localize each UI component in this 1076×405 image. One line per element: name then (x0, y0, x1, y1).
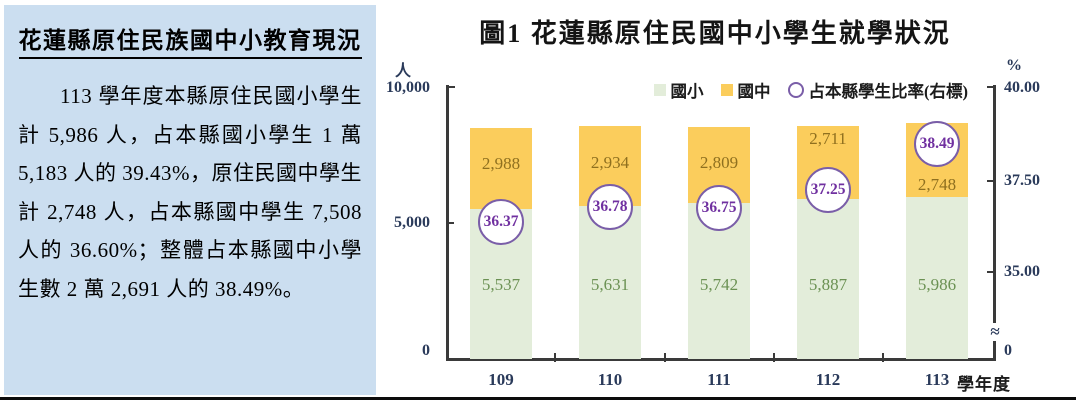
left-axis-top-tick (446, 86, 455, 88)
x-tick-label: 110 (597, 370, 623, 389)
summary-title-text: 花蓮縣原住民族國中小教育現況 (18, 28, 362, 59)
right-tick-3750: 37.50 (1004, 172, 1040, 189)
x-tick-label: 112 (815, 370, 841, 389)
right-axis-35-tick (987, 271, 995, 273)
right-axis-break-mark: ≈ (984, 323, 1006, 341)
bar-elementary-segment (906, 197, 968, 359)
x-tick-label: 113 (924, 370, 950, 389)
chart-legend: 國小 國中 占本縣學生比率(右標) (653, 78, 969, 102)
x-tick-label: 109 (488, 370, 514, 389)
junior-swatch-icon (720, 84, 733, 96)
right-tick-35: 35.00 (1004, 263, 1040, 280)
elementary-value-label: 5,986 (917, 275, 957, 294)
right-axis-unit: % (1006, 57, 1022, 74)
summary-panel: 花蓮縣原住民族國中小教育現況 113 學年度本縣原住民國小學生計 5,986 人… (4, 5, 376, 395)
legend-label-junior: 國中 (737, 82, 771, 101)
bar-elementary-segment (797, 199, 859, 359)
bar-elementary-segment (579, 206, 641, 359)
summary-body: 113 學年度本縣原住民國小學生計 5,986 人，占本縣國小學生 1 萬 5,… (18, 84, 362, 301)
legend-item-rate: 占本縣學生比率(右標) (787, 78, 969, 102)
x-axis-tick-mark (664, 353, 666, 362)
junior-value-label: 2,988 (481, 154, 521, 173)
rate-marker: 37.25 (805, 166, 851, 213)
right-axis-3750-tick (987, 180, 995, 182)
junior-value-label: 2,934 (590, 153, 630, 172)
junior-value-label: 2,809 (699, 153, 739, 172)
left-tick-10000: 10,000 (386, 79, 430, 96)
x-axis-tick-mark (882, 353, 884, 362)
elementary-value-label: 5,537 (481, 275, 521, 294)
right-axis-line (993, 85, 996, 361)
legend-label-rate: 占本縣學生比率(右標) (808, 82, 969, 101)
x-axis-suffix: 學年度 (957, 375, 1011, 394)
junior-value-label: 2,748 (917, 175, 957, 194)
rate-circle-icon (787, 82, 804, 98)
left-tick-0: 0 (422, 342, 430, 359)
elementary-value-label: 5,742 (699, 275, 739, 294)
left-axis-mid-tick (446, 222, 454, 224)
left-axis-unit: 人 (394, 63, 411, 80)
right-axis-top-tick (987, 86, 996, 88)
right-tick-0: 0 (1004, 342, 1012, 359)
x-axis-tick-mark (554, 353, 556, 362)
chart-title: 圖1 花蓮縣原住民國中小學生就學狀況 (479, 19, 951, 48)
bar-junior-segment (470, 128, 532, 209)
right-tick-40: 40.00 (1004, 79, 1040, 96)
left-tick-5000: 5,000 (394, 214, 430, 231)
x-axis-line (446, 358, 996, 361)
rate-marker: 38.49 (914, 121, 960, 168)
summary-title: 花蓮縣原住民族國中小教育現況 (4, 21, 376, 59)
rate-marker: 36.37 (478, 198, 524, 245)
legend-label-elementary: 國小 (670, 82, 704, 101)
elementary-value-label: 5,887 (808, 275, 848, 294)
legend-item-junior: 國中 (720, 78, 771, 102)
elementary-swatch-icon (653, 84, 666, 96)
junior-value-label: 2,711 (809, 129, 847, 148)
bottom-divider (0, 397, 1076, 400)
rate-marker: 36.75 (696, 184, 742, 231)
x-tick-label: 111 (707, 370, 731, 389)
legend-item-elementary: 國小 (653, 78, 704, 102)
x-axis-tick-mark (773, 353, 775, 362)
rate-marker: 36.78 (587, 183, 633, 230)
elementary-value-label: 5,631 (590, 275, 630, 294)
